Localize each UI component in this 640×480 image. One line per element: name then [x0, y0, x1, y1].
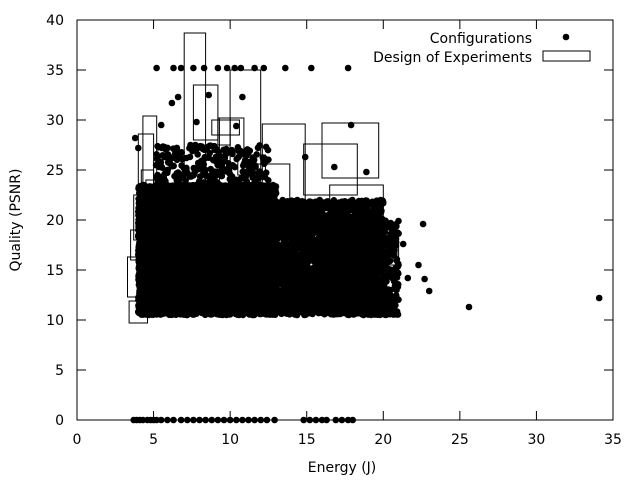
configurations-points-layer: [130, 64, 603, 424]
